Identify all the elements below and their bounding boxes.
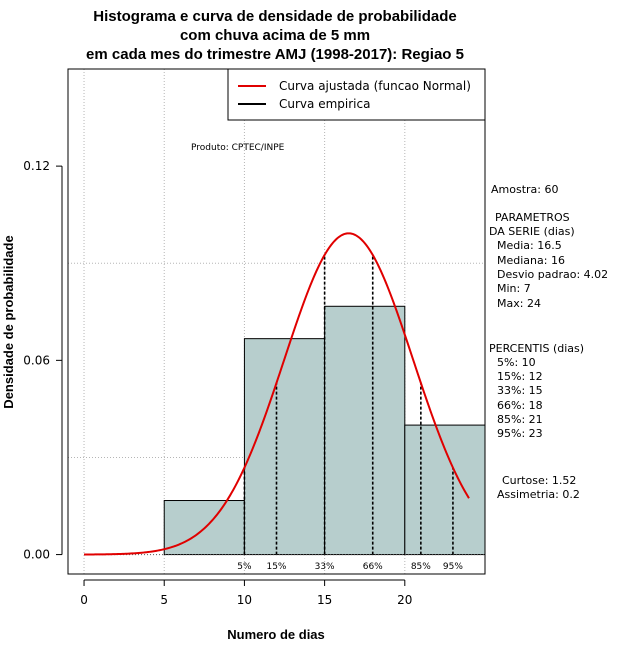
stat-assimetria: Assimetria: 0.2 — [497, 488, 580, 501]
stat-desvio: Desvio padrao: 4.02 — [497, 268, 608, 281]
y-tick-label-2: 0.12 — [23, 159, 50, 173]
percentile-label-3: 66% — [363, 562, 383, 572]
legend: Curva ajustada (funcao Normal) Curva emp… — [227, 68, 486, 121]
normal-curve-layer — [84, 232, 470, 556]
histogram-bars — [84, 305, 486, 556]
percentil-95: 95%: 23 — [497, 427, 543, 440]
normal-fit-curve — [84, 232, 470, 556]
chart-title-line-2: com chuva acima de 5 mm — [180, 27, 370, 44]
stat-max: Max: 24 — [497, 297, 541, 310]
percentile-label-1: 15% — [266, 562, 286, 572]
histogram-bar-1 — [243, 338, 326, 556]
x-axis-title: Numero de dias — [227, 627, 325, 642]
params-title-1: PARAMETROS — [495, 211, 570, 224]
legend-label-fit: Curva ajustada (funcao Normal) — [279, 79, 471, 93]
percentis-title: PERCENTIS (dias) — [489, 342, 584, 355]
stat-curtose: Curtose: 1.52 — [502, 474, 576, 487]
chart-title-line-1: Histograma e curva de densidade de proba… — [93, 8, 456, 25]
percentile-lines: 5% 15% 33% 66% 85% 95% — [237, 254, 463, 572]
percentile-label-0: 5% — [237, 562, 252, 572]
statistics-panel: Amostra: 60 PARAMETROS DA SERIE (dias) M… — [489, 183, 608, 501]
percentil-85: 85%: 21 — [497, 413, 543, 426]
x-axis: 0 5 10 15 20 — [80, 579, 412, 607]
sample-size: Amostra: 60 — [491, 183, 558, 196]
y-tick-label-0: 0.00 — [23, 548, 50, 562]
percentil-33: 33%: 15 — [497, 384, 543, 397]
x-tick-label-4: 20 — [397, 593, 412, 607]
legend-box — [227, 68, 486, 121]
stat-min: Min: 7 — [497, 282, 531, 295]
legend-label-empirical: Curva empirica — [279, 97, 370, 111]
params-title-2: DA SERIE (dias) — [489, 225, 575, 238]
x-tick-label-3: 15 — [317, 593, 332, 607]
stat-mediana: Mediana: 16 — [497, 254, 565, 267]
percentile-label-2: 33% — [315, 562, 335, 572]
y-axis: 0.00 0.06 0.12 — [23, 159, 63, 562]
y-tick-label-1: 0.06 — [23, 353, 50, 367]
x-tick-label-1: 5 — [160, 593, 168, 607]
percentil-66: 66%: 18 — [497, 399, 543, 412]
histogram-bar-2 — [324, 305, 406, 556]
percentil-15: 15%: 12 — [497, 370, 543, 383]
percentile-label-5: 95% — [443, 562, 463, 572]
histogram-bar-3 — [404, 424, 486, 556]
y-axis-title: Densidade de probabilidade — [1, 235, 16, 408]
x-tick-label-2: 10 — [237, 593, 252, 607]
chart-title-line-3: em cada mes do trimestre AMJ (1998-2017)… — [86, 46, 464, 63]
stat-media: Media: 16.5 — [497, 239, 562, 252]
percentile-label-4: 85% — [411, 562, 431, 572]
percentil-5: 5%: 10 — [497, 356, 536, 369]
credit-text: Produto: CPTEC/INPE — [191, 143, 285, 153]
x-tick-label-0: 0 — [80, 593, 88, 607]
